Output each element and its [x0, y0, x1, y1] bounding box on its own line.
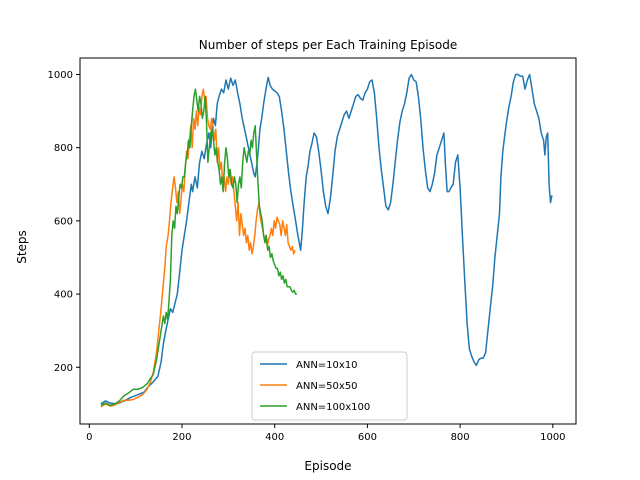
- y-axis-ticks: 200 400 600 800 1000: [48, 70, 80, 374]
- x-tick-label: 800: [451, 432, 470, 443]
- x-tick-label: 0: [86, 432, 92, 443]
- series-group: [100, 73, 553, 408]
- y-tick-label: 200: [54, 363, 73, 374]
- x-tick-label: 200: [172, 432, 191, 443]
- legend: ANN=10x10 ANN=50x50 ANN=100x100: [251, 351, 408, 421]
- x-axis-label: Episode: [304, 459, 351, 473]
- y-tick-label: 1000: [48, 70, 73, 81]
- y-tick-label: 600: [54, 216, 73, 227]
- x-tick-label: 1000: [540, 432, 565, 443]
- legend-label: ANN=50x50: [296, 381, 358, 392]
- y-axis-label: Steps: [15, 230, 29, 264]
- x-axis-ticks: 0 200 400 600 800 1000: [86, 424, 566, 443]
- legend-label: ANN=100x100: [296, 402, 370, 413]
- y-tick-label: 800: [54, 143, 73, 154]
- series-line-2: [100, 88, 296, 408]
- axes-frame: [79, 57, 577, 425]
- y-tick-label: 400: [54, 290, 73, 301]
- x-tick-label: 400: [265, 432, 284, 443]
- x-tick-label: 600: [358, 432, 377, 443]
- series-line-3: [100, 88, 297, 407]
- chart-title: Number of steps per Each Training Episod…: [199, 38, 457, 52]
- legend-label: ANN=10x10: [296, 360, 358, 371]
- legend-box: [251, 351, 408, 421]
- series-line-1: [100, 73, 553, 405]
- plot-area: [79, 57, 577, 425]
